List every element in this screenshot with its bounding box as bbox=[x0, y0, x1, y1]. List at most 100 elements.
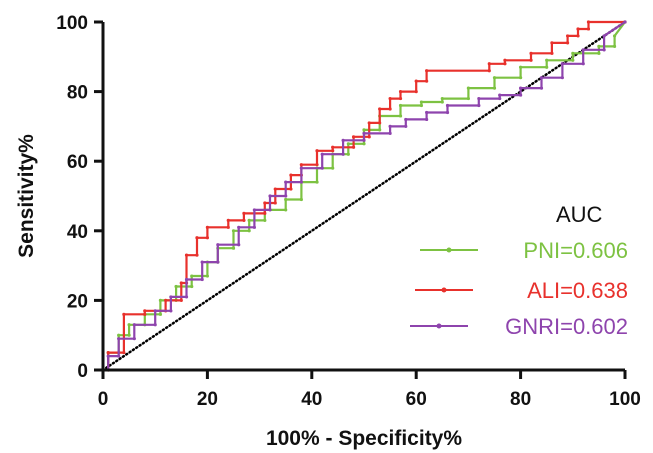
series-point bbox=[581, 48, 585, 52]
series-point bbox=[346, 152, 350, 156]
series-point bbox=[153, 323, 157, 327]
legend-marker-3 bbox=[436, 323, 442, 329]
series-point bbox=[545, 65, 549, 69]
series-point bbox=[586, 27, 591, 31]
legend-label-3: GNRI=0.602 bbox=[505, 314, 628, 339]
legend-title: AUC bbox=[556, 202, 603, 227]
series-point bbox=[184, 277, 189, 282]
series-point bbox=[263, 211, 267, 215]
series-point bbox=[284, 180, 288, 184]
series-point bbox=[378, 128, 382, 132]
series-point bbox=[169, 309, 173, 313]
series-point bbox=[127, 333, 131, 337]
series-point bbox=[117, 333, 121, 337]
series-point bbox=[529, 51, 533, 55]
series-point bbox=[362, 138, 366, 142]
x-axis-ticks: 0 20 40 60 80 100 bbox=[98, 370, 641, 410]
series-point bbox=[404, 117, 408, 122]
series-point bbox=[237, 243, 241, 247]
series-point bbox=[106, 351, 110, 355]
series-point bbox=[289, 187, 293, 191]
series-point bbox=[404, 124, 408, 128]
series-point bbox=[550, 41, 554, 45]
y-tick-label: 0 bbox=[77, 361, 88, 382]
series-point bbox=[519, 65, 523, 69]
series-point bbox=[571, 51, 575, 55]
series-point bbox=[414, 79, 418, 83]
series-point bbox=[466, 86, 470, 90]
legend: AUC PNI=0.606 ALI=0.638 GNRI=0.602 bbox=[410, 202, 628, 339]
series-point bbox=[205, 236, 209, 240]
series-point bbox=[492, 86, 497, 90]
series-point bbox=[284, 208, 288, 212]
series-point bbox=[122, 312, 126, 316]
series-point bbox=[346, 142, 350, 146]
series-point bbox=[445, 110, 450, 115]
x-tick-label: 20 bbox=[197, 389, 218, 410]
series-point bbox=[122, 351, 126, 355]
series-point bbox=[231, 229, 236, 233]
series-point bbox=[247, 218, 251, 222]
y-tick-label: 40 bbox=[67, 222, 88, 243]
legend-marker-2 bbox=[441, 287, 447, 293]
series-point bbox=[273, 201, 277, 205]
series-point bbox=[315, 149, 319, 153]
series-point bbox=[242, 211, 246, 215]
series-point bbox=[132, 323, 136, 327]
series-point bbox=[195, 236, 199, 240]
series-point bbox=[117, 354, 121, 358]
series-point bbox=[184, 253, 189, 257]
series-point bbox=[550, 51, 554, 55]
series-point bbox=[331, 149, 335, 153]
series-point bbox=[419, 103, 424, 108]
legend-label-2: ALI=0.638 bbox=[527, 278, 628, 303]
series-point bbox=[237, 225, 241, 229]
series-point bbox=[184, 295, 189, 299]
series-point bbox=[545, 58, 549, 62]
series-point bbox=[602, 34, 606, 38]
series-point bbox=[190, 274, 194, 278]
series-point bbox=[315, 180, 319, 184]
series-point bbox=[268, 208, 272, 212]
series-point bbox=[571, 58, 575, 62]
series-point bbox=[586, 20, 591, 24]
series-point bbox=[477, 96, 481, 101]
series-point bbox=[419, 100, 424, 104]
series-point bbox=[440, 96, 444, 101]
series-point bbox=[612, 34, 617, 38]
series-point bbox=[560, 76, 564, 80]
series-point bbox=[158, 298, 163, 302]
series-layer bbox=[101, 20, 627, 372]
series-point bbox=[519, 86, 523, 90]
y-tick-label: 60 bbox=[67, 152, 88, 173]
series-point bbox=[226, 225, 230, 229]
series-point bbox=[351, 135, 356, 139]
series-point bbox=[565, 41, 570, 45]
series-point bbox=[289, 173, 293, 177]
y-tick-label: 20 bbox=[67, 291, 88, 312]
series-point bbox=[247, 229, 251, 233]
legend-label-1: PNI=0.606 bbox=[523, 238, 628, 263]
series-point bbox=[362, 131, 366, 135]
reference-diagonal-line bbox=[101, 20, 627, 372]
series-point bbox=[487, 62, 491, 66]
series-point bbox=[623, 20, 627, 24]
series-point bbox=[263, 218, 267, 222]
series-point bbox=[169, 295, 173, 299]
y-axis-ticks: 0 20 40 60 80 100 bbox=[56, 13, 103, 382]
series-point bbox=[299, 163, 303, 167]
x-tick-label: 100 bbox=[609, 389, 641, 410]
series-point bbox=[440, 100, 444, 104]
series-point bbox=[263, 201, 267, 205]
series-point bbox=[388, 124, 392, 128]
series-point bbox=[153, 309, 157, 313]
series-point bbox=[414, 90, 418, 94]
series-point bbox=[576, 27, 580, 31]
series-point bbox=[576, 34, 580, 38]
series-point bbox=[378, 107, 382, 111]
series-line-1 bbox=[103, 21, 626, 372]
series-point bbox=[299, 166, 303, 170]
series-point bbox=[117, 337, 121, 341]
x-axis-title: 100% - Specificity% bbox=[266, 427, 462, 450]
